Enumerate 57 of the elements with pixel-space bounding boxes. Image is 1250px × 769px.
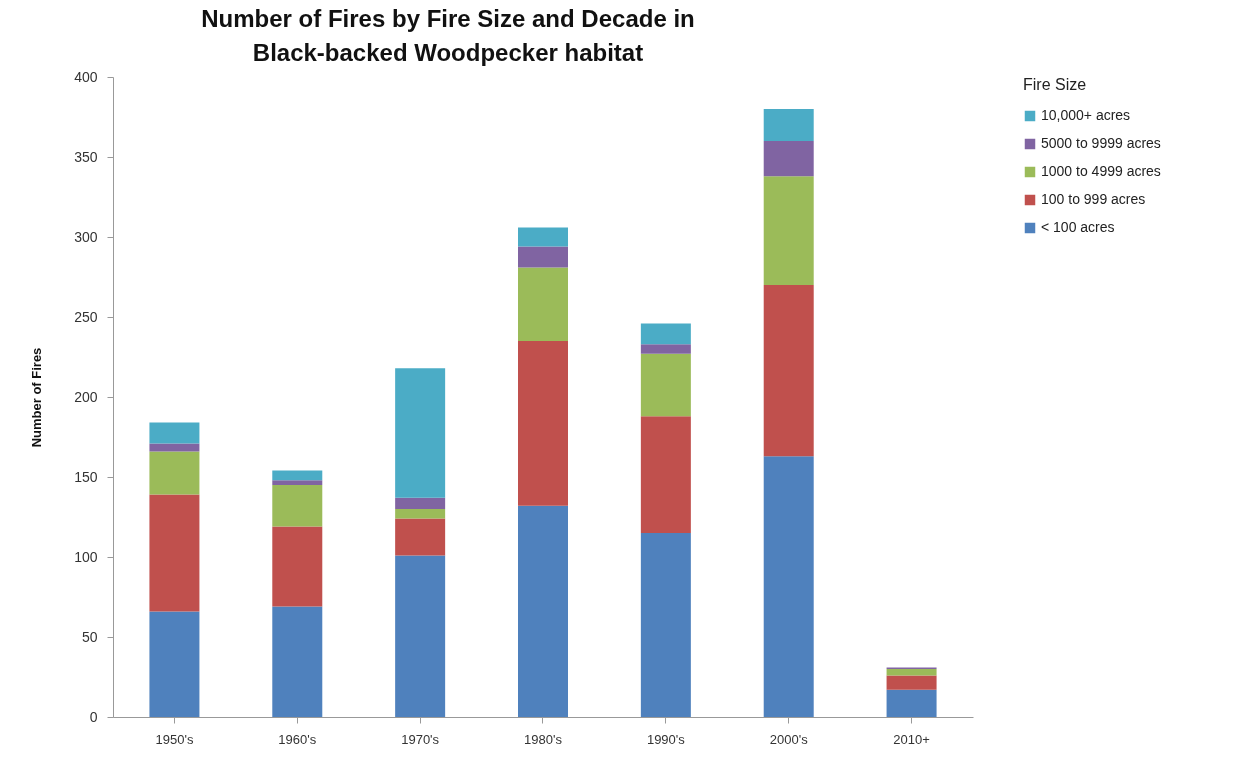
x-tick-label: 1980's [524,731,563,747]
bar [395,518,446,556]
y-tick-label: 400 [74,68,98,85]
x-tick-label: 1990's [646,731,686,747]
y-tick-label: 200 [74,388,98,405]
bar [640,344,691,354]
bar [149,443,200,452]
x-tick-label: 1960's [278,731,317,747]
bar [395,368,446,498]
y-tick-label: 150 [74,468,98,485]
bar [640,323,691,345]
bar [640,416,691,533]
y-tick-label: 250 [74,308,98,325]
bar [763,141,814,177]
bar [763,285,814,457]
bar [149,611,200,717]
bar [272,526,323,607]
bar [149,451,200,495]
y-tick-label: 100 [74,548,98,565]
bar [395,555,446,717]
bar [272,470,323,481]
bar [395,497,446,509]
bar [763,176,814,285]
x-tick-label: 1970's [401,731,440,747]
bar [518,246,568,268]
bar [640,353,691,417]
y-tick-label: 0 [89,708,98,725]
legend-label: 1000 to 4999 acres [1041,163,1161,179]
legend-label: 10,000+ acres [1041,107,1131,123]
bar [272,485,323,527]
bar [395,509,446,519]
legend-title: Fire Size [1023,76,1087,93]
bar [518,267,568,341]
bar [763,109,814,141]
bar [272,606,323,717]
y-tick-label: 50 [81,628,98,645]
legend-label: 5000 to 9999 acres [1041,135,1161,151]
x-tick-label: 2010+ [893,731,930,747]
bar [518,505,568,717]
bar [518,341,568,506]
bar [886,669,937,676]
bar [886,689,937,717]
bar [149,422,200,444]
bar [886,675,937,690]
x-tick-label: 2000's [769,731,809,747]
bar [518,227,568,247]
bar [272,480,323,485]
x-tick-label: 1950's [155,731,194,747]
y-axis-title: Number of Fires [29,347,45,448]
chart-title: Number of Fires by Fire Size and Decade in Black-backed Woodpecker habitat [201,5,695,66]
y-tick-label: 300 [74,228,98,245]
bar [149,494,200,612]
y-tick-label: 350 [74,148,98,165]
bar [763,456,814,717]
legend-label: 100 to 999 acres [1041,191,1146,207]
bar [640,533,691,717]
legend-label: < 100 acres [1041,219,1115,235]
